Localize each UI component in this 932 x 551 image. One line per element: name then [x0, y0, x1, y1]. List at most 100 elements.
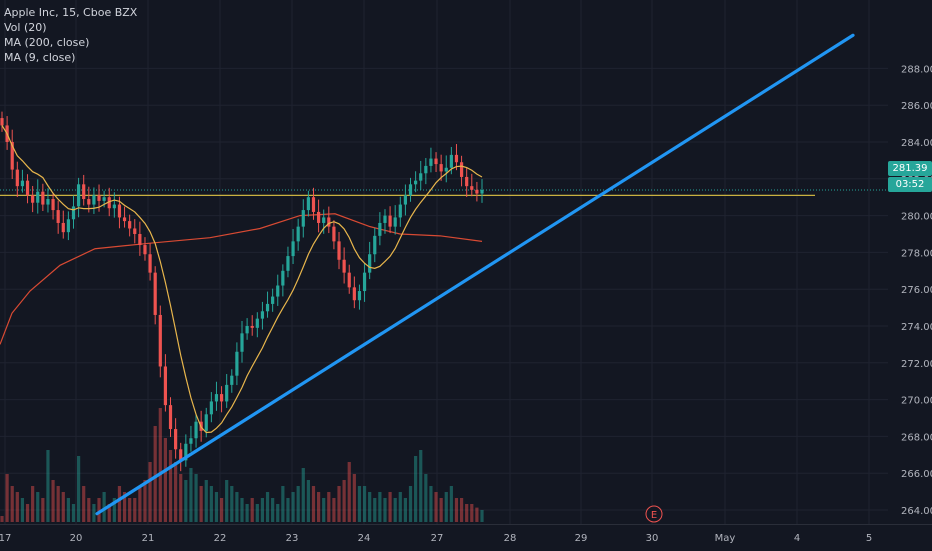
candle-body	[454, 154, 459, 163]
candle-body	[286, 256, 290, 271]
volume-bar	[92, 504, 96, 522]
legend-symbol[interactable]: Apple Inc, 15, Cboe BZX	[4, 6, 138, 19]
candle-body	[347, 272, 351, 288]
candle-body	[82, 184, 86, 200]
candle-body	[122, 217, 127, 222]
candle-body	[368, 254, 372, 273]
volume-bar	[332, 498, 336, 522]
volume-bar	[362, 486, 367, 522]
candle-body	[403, 195, 408, 205]
volume-bar	[133, 498, 137, 522]
volume-bar	[5, 474, 9, 522]
candle-body	[209, 401, 213, 415]
legend-ma9[interactable]: MA (9, close)	[4, 51, 76, 64]
volume-bar	[117, 486, 122, 522]
volume-bar	[189, 468, 193, 522]
volume-bar	[265, 492, 270, 522]
volume-bar	[465, 504, 469, 522]
candle-body	[92, 195, 96, 205]
time-axis[interactable]	[0, 524, 932, 551]
candle-body	[107, 197, 111, 209]
candles	[0, 111, 484, 472]
candle-body	[311, 197, 316, 212]
volume-bar	[25, 504, 30, 522]
volume-bar	[291, 492, 295, 522]
candle-body	[475, 189, 479, 194]
candle-body	[362, 272, 367, 292]
candle-body	[465, 176, 469, 187]
earnings-marker-circle	[645, 505, 663, 523]
volume-bar	[107, 504, 111, 522]
volume-bar	[286, 498, 290, 522]
grid	[0, 0, 888, 524]
candle-body	[0, 118, 4, 126]
candle-body	[296, 226, 300, 242]
price-axis[interactable]	[888, 0, 932, 524]
volume-bar	[316, 492, 321, 522]
markers: E	[645, 505, 663, 523]
volume-bar	[357, 486, 362, 522]
candle-body	[480, 190, 484, 194]
candle-body	[265, 303, 270, 312]
volume-bar	[225, 480, 229, 522]
volume-bar	[470, 504, 474, 522]
volume-bar	[51, 480, 55, 522]
volume-bar	[168, 450, 173, 522]
volume-bar	[20, 498, 25, 522]
volume-bar	[368, 492, 372, 522]
candle-body	[470, 186, 474, 190]
candle-body	[342, 259, 346, 273]
volume-bar	[475, 507, 479, 522]
volume-bar	[419, 450, 423, 522]
volume-bar	[97, 498, 101, 522]
volume-bar	[153, 426, 157, 522]
legend-ma200[interactable]: MA (200, close)	[4, 36, 90, 49]
candle-body	[281, 270, 285, 286]
legend-volume[interactable]: Vol (20)	[4, 21, 47, 34]
candle-body	[87, 199, 91, 205]
volume-bar	[163, 438, 168, 522]
candle-body	[194, 421, 198, 439]
volume-bar	[194, 474, 198, 522]
volume-bar	[281, 486, 285, 522]
candle-body	[168, 405, 173, 430]
volume-bar	[46, 450, 50, 522]
candle-body	[424, 165, 428, 174]
candle-body	[240, 333, 244, 352]
candle-body	[46, 199, 50, 205]
horizontal-line	[0, 189, 888, 196]
volume-bar	[311, 486, 316, 522]
volume-bar	[408, 486, 413, 522]
candle-body	[97, 195, 101, 201]
trend-line	[95, 33, 855, 516]
candle-body	[250, 326, 254, 328]
trend-lines	[95, 33, 855, 516]
candle-body	[10, 142, 14, 170]
legend: Apple Inc, 15, Cboe BZX Vol (20) MA (200…	[4, 5, 137, 65]
volume-bar	[271, 498, 275, 522]
candle-body	[383, 215, 387, 223]
volume-bar	[82, 486, 86, 522]
candle-body	[316, 211, 321, 223]
volume-bar	[327, 492, 331, 522]
volume-bar	[276, 504, 280, 522]
volume-bar	[66, 498, 70, 522]
candle-body	[204, 414, 208, 431]
candle-body	[393, 217, 397, 227]
volume-bar	[383, 498, 387, 522]
earnings-marker-label: E	[651, 510, 657, 521]
candle-body	[158, 314, 162, 367]
volume-bar	[296, 486, 300, 522]
candle-body	[306, 197, 310, 211]
volume-bar	[219, 498, 224, 522]
candle-body	[61, 222, 65, 233]
candle-body	[31, 195, 35, 203]
candle-body	[66, 219, 70, 233]
volume-bars	[0, 408, 484, 522]
candle-body	[15, 169, 19, 187]
volume-bar	[10, 486, 14, 522]
volume-bar	[398, 492, 402, 522]
volume-bar	[352, 474, 356, 522]
